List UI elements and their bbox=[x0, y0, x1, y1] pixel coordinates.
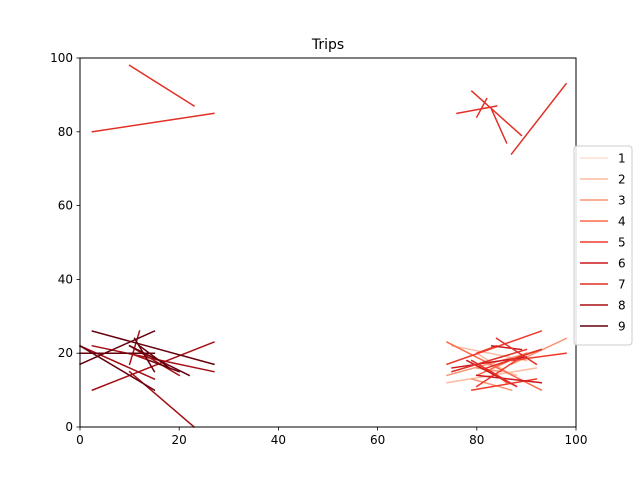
trip-line-7-10 bbox=[490, 108, 508, 144]
trip-line-7-0 bbox=[91, 112, 215, 133]
trip-line-2-1 bbox=[446, 367, 538, 384]
trip-line-9-4 bbox=[138, 344, 171, 370]
x-tick-label-100: 100 bbox=[565, 433, 588, 447]
trip-line-9-6 bbox=[133, 337, 156, 373]
x-tick-label-80: 80 bbox=[469, 433, 484, 447]
trip-line-7-3 bbox=[485, 348, 543, 369]
x-axis: 0 20 40 60 80 100 bbox=[76, 427, 587, 447]
trip-line-7-9 bbox=[510, 82, 568, 155]
legend-label-3: 3 bbox=[618, 194, 626, 208]
chart-title: Trips bbox=[311, 37, 344, 53]
trip-line-7-5 bbox=[495, 337, 538, 366]
trip-line-9-1 bbox=[79, 330, 156, 366]
trip-line-8-5 bbox=[79, 344, 156, 381]
trip-line-3-3 bbox=[470, 378, 513, 392]
trip-line-7-7 bbox=[475, 97, 488, 119]
legend-label-4: 4 bbox=[618, 215, 626, 229]
y-tick-label-60: 60 bbox=[58, 199, 73, 213]
legend: 1 2 3 4 5 6 7 8 9 bbox=[573, 145, 633, 346]
y-axis: 0 20 40 60 80 100 bbox=[50, 51, 80, 434]
legend-label-2: 2 bbox=[618, 173, 626, 187]
trip-line-9-5 bbox=[148, 359, 181, 373]
x-tick-label-0: 0 bbox=[76, 433, 84, 447]
series-7 bbox=[91, 64, 568, 388]
legend-label-5: 5 bbox=[618, 236, 626, 250]
x-tick-label-60: 60 bbox=[370, 433, 385, 447]
trip-line-5-0 bbox=[446, 330, 543, 366]
legend-label-7: 7 bbox=[618, 278, 626, 292]
x-tick-label-20: 20 bbox=[172, 433, 187, 447]
trip-line-5-4 bbox=[510, 352, 567, 362]
trip-line-5-1 bbox=[475, 344, 498, 355]
y-tick-label-40: 40 bbox=[58, 272, 73, 286]
x-tick-label-40: 40 bbox=[271, 433, 286, 447]
trip-line-6-2 bbox=[475, 374, 543, 384]
legend-label-6: 6 bbox=[618, 257, 626, 271]
legend-label-1: 1 bbox=[618, 152, 626, 166]
y-tick-label-100: 100 bbox=[50, 51, 73, 65]
y-tick-label-0: 0 bbox=[65, 420, 73, 434]
legend-label-8: 8 bbox=[618, 299, 626, 313]
trip-line-7-8 bbox=[470, 90, 523, 137]
trip-line-7-2 bbox=[451, 348, 528, 373]
trip-line-6-1 bbox=[490, 344, 523, 351]
trip-line-7-4 bbox=[470, 359, 518, 388]
series-9 bbox=[78, 330, 215, 392]
legend-label-9: 9 bbox=[618, 320, 626, 334]
trip-line-5-3 bbox=[475, 355, 523, 388]
legend-box bbox=[573, 145, 633, 346]
plot-lines bbox=[78, 64, 568, 429]
trip-line-7-1 bbox=[128, 64, 196, 108]
y-tick-label-20: 20 bbox=[58, 346, 73, 360]
trip-line-8-0 bbox=[91, 341, 215, 392]
y-tick-label-80: 80 bbox=[58, 125, 73, 139]
trip-line-9-0 bbox=[91, 330, 215, 366]
